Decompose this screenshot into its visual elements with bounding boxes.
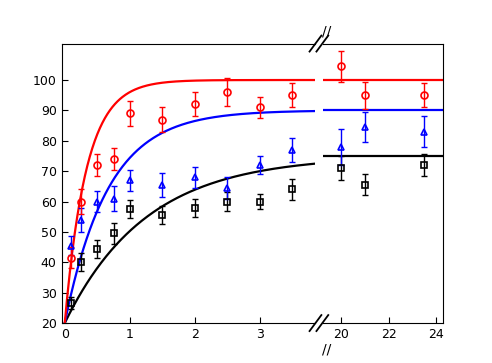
Text: //: // <box>322 24 331 38</box>
Text: //: // <box>322 343 331 356</box>
